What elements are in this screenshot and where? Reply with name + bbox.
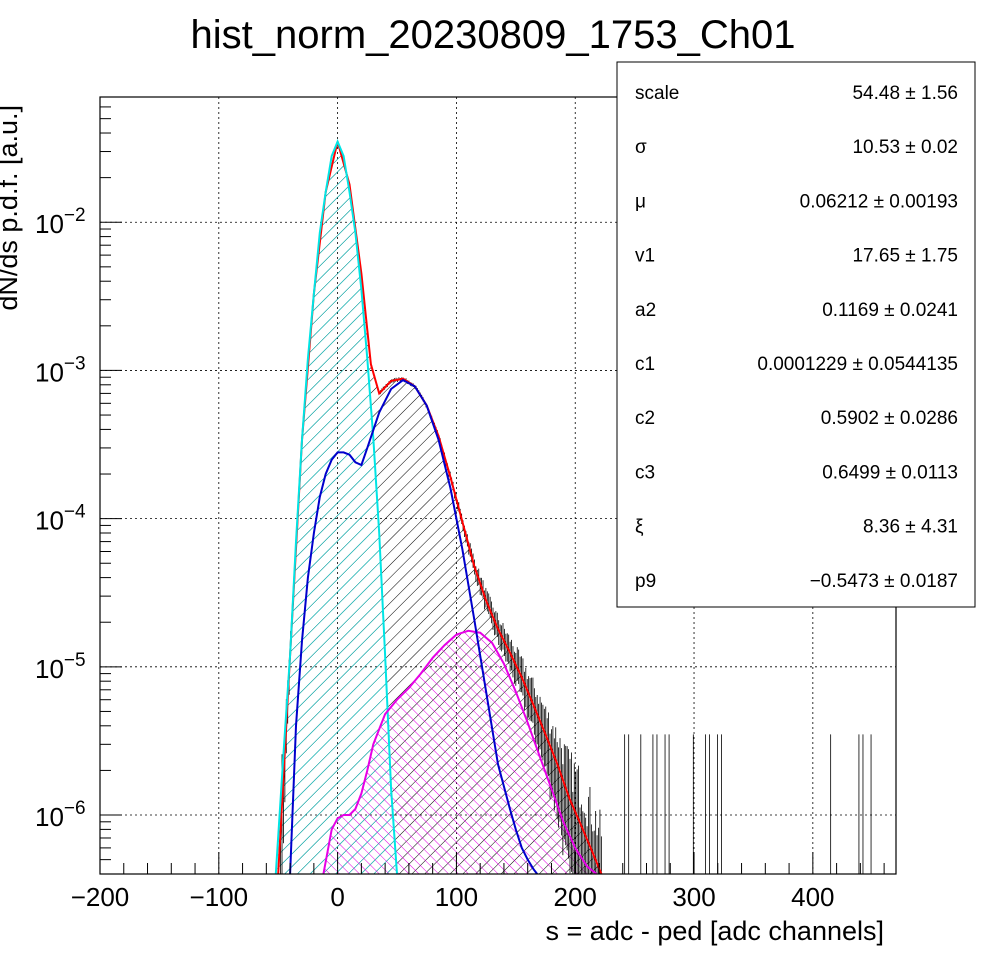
series-area-pedestal-component [275, 141, 397, 874]
x-tick-label: −100 [190, 882, 249, 912]
stats-param-value: 0.5902 ± 0.0286 [821, 408, 958, 429]
y-tick-label: 10−3 [35, 353, 86, 387]
y-tick-label: 10−2 [35, 205, 86, 239]
stats-param-name: σ [635, 137, 647, 158]
stats-param-name: μ [635, 191, 646, 212]
stats-param-name: p9 [635, 571, 656, 592]
x-axis-label: s = adc - ped [adc channels] [546, 916, 884, 946]
series-area-multi-p-e-component [323, 630, 597, 874]
stats-param-value: 17.65 ± 1.75 [852, 246, 958, 267]
stats-param-name: c3 [635, 462, 655, 483]
stats-param-name: scale [635, 83, 679, 104]
stats-param-name: v1 [635, 246, 655, 267]
series-line-total-fit [277, 141, 603, 874]
chart-title: hist_norm_20230809_1753_Ch01 [191, 13, 796, 57]
stats-param-name: a2 [635, 300, 656, 321]
y-axis-label: dN/ds p.d.f. [a.u.] [0, 105, 23, 311]
x-tick-label: 400 [791, 882, 834, 912]
y-tick-label: 10−5 [35, 650, 86, 684]
stats-param-name: ξ [635, 517, 644, 538]
x-tick-label: 200 [554, 882, 597, 912]
stats-rows: scale 54.48 ± 1.56 σ 10.53 ± 0.02 μ 0.06212 ±… [635, 83, 958, 592]
stats-param-value: 10.53 ± 0.02 [852, 137, 958, 158]
stats-param-value: 0.0001229 ± 0.0544135 [757, 354, 958, 375]
stats-box-frame [616, 61, 976, 608]
x-tick-label: 300 [672, 882, 715, 912]
y-tick-label: 10−6 [35, 798, 86, 832]
series-line-pedestal-component [274, 138, 398, 874]
stats-param-value: 0.6499 ± 0.0113 [822, 462, 958, 483]
stats-param-name: c2 [635, 408, 655, 429]
series-line-multi-p-e-component [322, 629, 598, 874]
stats-param-name: c1 [635, 354, 655, 375]
stats-param-value: −0.5473 ± 0.0187 [810, 571, 958, 592]
stats-param-value: 54.48 ± 1.56 [852, 83, 958, 104]
series-line-single-p-e-component [289, 378, 538, 874]
stats-box: scale 54.48 ± 1.56 σ 10.53 ± 0.02 μ 0.06212 ±… [616, 61, 976, 608]
stats-param-value: 8.36 ± 4.31 [863, 517, 958, 538]
y-tick-label: 10−4 [35, 502, 86, 536]
stats-param-value: 0.06212 ± 0.00193 [800, 191, 958, 212]
x-tick-label: 100 [435, 882, 478, 912]
x-tick-label: −200 [71, 882, 130, 912]
axes: −200 −100 0 100 200 300 400 10−2 10−3 10−4 10−5 10−… [35, 96, 885, 912]
stats-param-value: 0.1169 ± 0.0241 [822, 300, 958, 321]
x-tick-label: 0 [330, 882, 344, 912]
series-layer [274, 138, 872, 874]
